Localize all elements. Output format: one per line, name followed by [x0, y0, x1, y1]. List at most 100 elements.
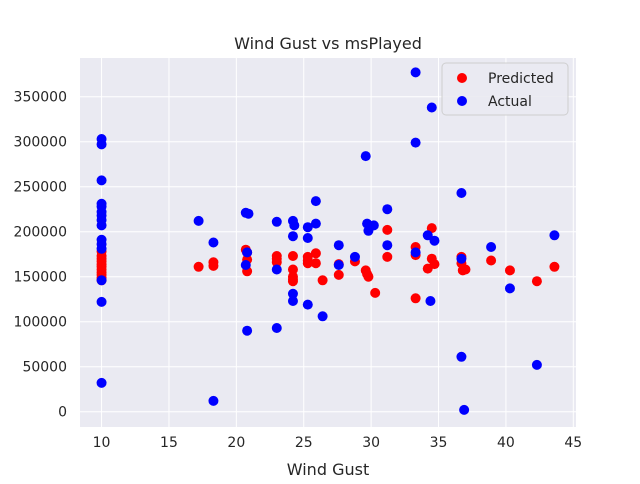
point-actual — [96, 243, 107, 254]
y-tick-label: 50000 — [22, 360, 67, 376]
point-actual — [429, 235, 440, 246]
point-actual — [360, 151, 371, 162]
y-tick-label: 200000 — [14, 225, 67, 241]
point-predicted — [287, 251, 298, 261]
point-actual — [310, 196, 321, 207]
point-predicted — [193, 261, 204, 272]
point-actual — [242, 325, 253, 336]
point-predicted — [460, 264, 471, 275]
plot-area — [80, 58, 576, 427]
point-actual — [425, 296, 436, 306]
point-actual — [456, 188, 467, 198]
x-tick-label: 15 — [160, 435, 178, 451]
legend-label-predicted: Predicted — [488, 71, 554, 87]
x-tick-label: 20 — [227, 435, 245, 451]
point-predicted — [370, 287, 381, 298]
point-actual — [459, 404, 470, 415]
point-actual — [96, 175, 107, 186]
point-actual — [96, 220, 107, 231]
point-predicted — [504, 265, 515, 276]
point-predicted — [333, 269, 344, 280]
legend-frame — [441, 62, 569, 116]
point-predicted — [310, 258, 321, 269]
point-actual — [333, 240, 344, 251]
point-predicted — [363, 271, 374, 282]
point-actual — [426, 102, 437, 113]
point-predicted — [429, 259, 440, 270]
x-tick-label: 40 — [497, 435, 515, 451]
y-tick-labels: 0 50000 100000 150000 200000 250000 300000 3500… — [14, 90, 67, 421]
y-tick-label: 350000 — [14, 90, 67, 106]
point-actual — [243, 208, 254, 219]
point-predicted — [382, 224, 393, 235]
point-predicted — [208, 260, 219, 271]
point-actual — [96, 275, 107, 286]
y-tick-label: 100000 — [14, 315, 67, 331]
y-tick-label: 250000 — [14, 180, 67, 196]
point-actual — [310, 218, 321, 229]
point-actual — [208, 237, 219, 248]
point-predicted — [287, 276, 298, 287]
point-actual — [504, 283, 515, 294]
point-predicted — [549, 261, 560, 272]
point-actual — [382, 204, 393, 215]
point-actual — [287, 296, 298, 306]
point-predicted — [271, 257, 282, 268]
x-tick-label: 35 — [430, 435, 448, 451]
point-predicted — [302, 258, 313, 269]
point-actual — [240, 260, 251, 270]
point-actual — [422, 230, 433, 241]
y-tick-label: 150000 — [14, 270, 67, 286]
point-actual — [193, 215, 204, 226]
point-actual — [96, 139, 107, 150]
point-actual — [289, 220, 300, 231]
point-actual — [368, 220, 379, 231]
x-tick-label: 10 — [93, 435, 111, 451]
point-actual — [531, 359, 542, 370]
point-actual — [549, 230, 560, 241]
point-predicted — [287, 264, 298, 275]
point-actual — [271, 216, 282, 227]
point-actual — [271, 323, 282, 333]
point-actual — [410, 137, 421, 148]
point-predicted — [382, 251, 393, 262]
point-actual — [302, 233, 313, 243]
chart-title: Wind Gust vs msPlayed — [234, 34, 422, 53]
x-tick-label: 45 — [564, 435, 582, 451]
point-actual — [456, 253, 467, 264]
point-predicted — [410, 293, 421, 304]
x-tick-label: 25 — [295, 435, 313, 451]
legend-marker-predicted — [457, 73, 467, 83]
legend: Predicted Actual — [441, 62, 569, 116]
point-actual — [333, 260, 344, 270]
point-actual — [382, 240, 393, 251]
point-actual — [486, 242, 497, 252]
point-predicted — [486, 255, 497, 266]
x-axis-label: Wind Gust — [287, 460, 369, 479]
point-actual — [410, 247, 421, 258]
point-actual — [96, 296, 107, 307]
x-tick-label: 30 — [362, 435, 380, 451]
point-actual — [302, 299, 313, 310]
point-actual — [456, 351, 467, 362]
point-actual — [287, 288, 298, 299]
y-tick-label: 300000 — [14, 135, 67, 151]
point-actual — [317, 311, 328, 322]
data-points — [96, 67, 560, 415]
point-actual — [271, 264, 282, 275]
point-actual — [410, 67, 421, 78]
legend-label-actual: Actual — [488, 94, 532, 110]
point-predicted — [310, 248, 321, 259]
legend-marker-actual — [457, 96, 467, 106]
point-predicted — [531, 276, 542, 287]
point-actual — [208, 395, 219, 406]
point-actual — [349, 251, 360, 262]
point-actual — [302, 222, 313, 233]
point-actual — [287, 231, 298, 242]
x-tick-labels: 10 15 20 25 30 35 40 45 — [93, 435, 583, 451]
point-actual — [242, 247, 253, 258]
point-predicted — [317, 275, 328, 286]
point-actual — [96, 377, 107, 388]
